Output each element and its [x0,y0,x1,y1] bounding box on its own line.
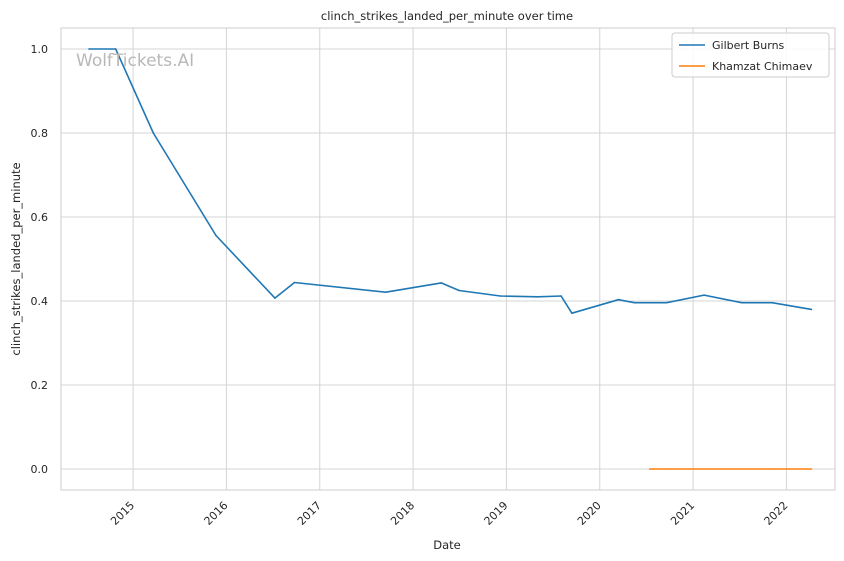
data-point-gilbert-burns [114,48,117,50]
grid-layer [61,28,835,490]
data-point-gilbert-burns [571,312,573,315]
data-point-gilbert-burns [810,308,813,311]
data-point-gilbert-burns [215,234,217,237]
series-layer [88,48,813,470]
y-axis-title: clinch_strikes_landed_per_minute [9,162,23,355]
data-point-gilbert-burns [703,294,705,296]
data-point-gilbert-burns [560,295,562,297]
y-tick-label: 0.0 [31,463,49,476]
x-axis-title: Date [433,538,461,552]
data-point-gilbert-burns [665,301,668,304]
y-tick-label: 1.0 [31,43,49,56]
data-point-gilbert-burns [384,291,387,294]
legend-label-gilbert-burns: Gilbert Burns [712,39,785,52]
data-point-khamzat-chimaev [651,468,654,470]
watermark: WolfTickets.AI [76,51,194,71]
data-point-gilbert-burns [293,281,296,284]
data-point-khamzat-chimaev [769,468,772,470]
data-point-gilbert-burns [499,295,502,297]
data-point-gilbert-burns [458,289,460,292]
data-point-gilbert-burns [537,296,539,298]
legend: Gilbert Burns Khamzat Chimaev [671,32,830,78]
y-tick-label: 0.6 [31,211,49,224]
data-point-gilbert-burns [633,301,636,304]
data-point-khamzat-chimaev [810,468,813,470]
legend-label-khamzat-chimaev: Khamzat Chimaev [712,60,813,73]
y-tick-label: 0.8 [31,127,49,140]
data-point-gilbert-burns [771,301,773,304]
data-point-gilbert-burns [440,282,443,284]
data-point-gilbert-burns [617,298,620,301]
data-point-gilbert-burns [274,297,276,299]
series-line-gilbert-burns [88,48,812,315]
data-point-gilbert-burns [740,301,743,304]
data-point-gilbert-burns [88,48,90,50]
legend-box [671,32,830,78]
plot-area [60,27,836,491]
data-point-khamzat-chimaev [648,468,651,470]
data-point-khamzat-chimaev [665,468,668,470]
y-tick-label: 0.4 [31,295,49,308]
chart-title: clinch_strikes_landed_per_minute over ti… [321,9,573,23]
y-tick-label: 0.2 [31,379,49,392]
data-point-gilbert-burns [152,132,155,134]
